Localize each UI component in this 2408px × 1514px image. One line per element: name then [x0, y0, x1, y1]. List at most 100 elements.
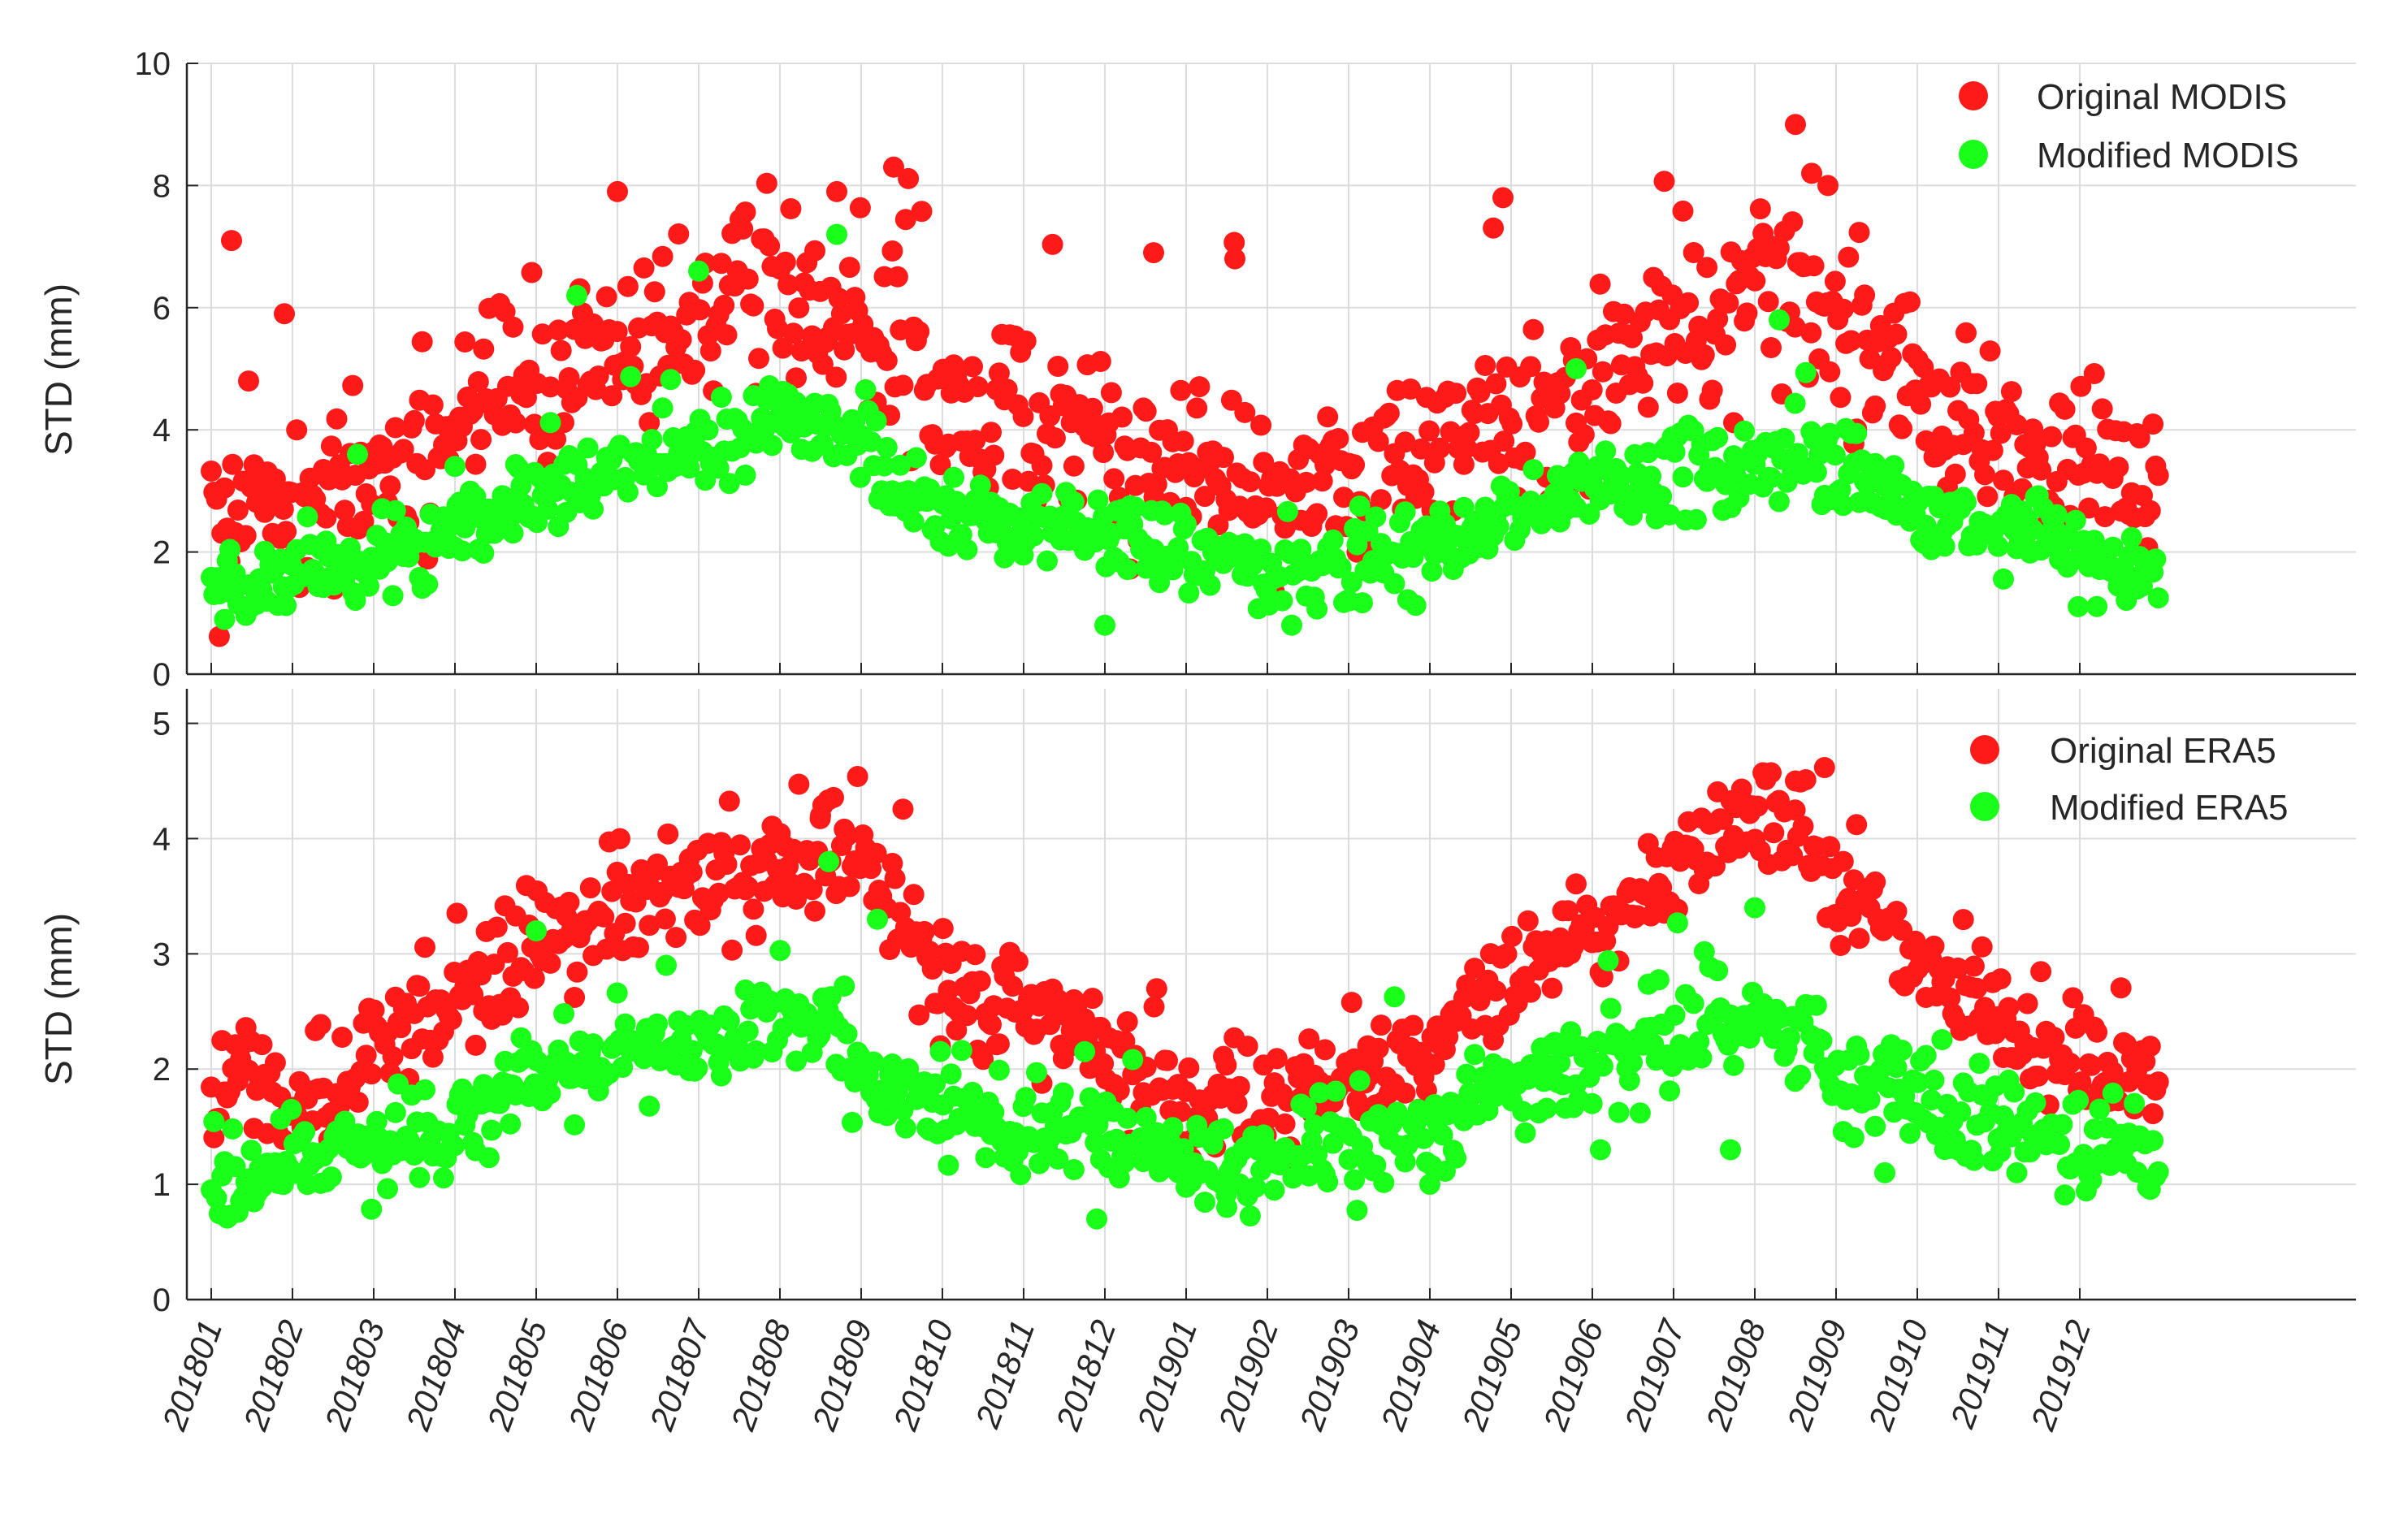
point-modified-modis [1276, 500, 1298, 522]
point-modified-modis [1805, 461, 1827, 483]
point-modified-modis [708, 457, 730, 479]
point-original-era5 [566, 961, 588, 983]
legend-marker-modified-era5 [1970, 792, 1999, 821]
point-original-modis [2139, 500, 2161, 521]
point-modified-modis [1178, 582, 1200, 604]
point-original-era5 [539, 952, 561, 974]
point-original-modis [1886, 323, 1908, 345]
point-modified-era5 [867, 908, 888, 930]
point-original-era5 [355, 1045, 377, 1066]
point-modified-era5 [1648, 969, 1670, 991]
point-modified-era5 [1891, 1040, 1913, 1061]
point-modified-era5 [1025, 1062, 1047, 1084]
point-original-modis [732, 218, 754, 240]
point-original-modis [830, 303, 852, 325]
point-modified-era5 [2147, 1161, 2169, 1183]
point-original-era5 [1990, 968, 2012, 990]
point-original-era5 [2081, 1054, 2103, 1076]
point-original-modis [353, 510, 375, 532]
point-original-era5 [1520, 981, 1542, 1003]
point-original-modis [1696, 257, 1718, 279]
point-original-modis [315, 507, 337, 529]
point-original-era5 [1557, 900, 1579, 922]
point-modified-era5 [1122, 1049, 1144, 1071]
x-tick-label: 201908 [1698, 1314, 1774, 1435]
point-modified-modis [617, 481, 639, 503]
point-modified-era5 [1859, 1088, 1881, 1110]
point-modified-modis [1784, 392, 1806, 414]
point-modified-era5 [656, 954, 677, 976]
point-original-modis [1445, 383, 1467, 404]
point-original-modis [1782, 211, 1804, 233]
point-original-era5 [836, 825, 858, 847]
point-original-era5 [1704, 855, 1726, 877]
point-original-modis [911, 201, 933, 223]
point-original-modis [1800, 322, 1822, 344]
point-modified-modis [1993, 568, 2014, 590]
point-modified-era5 [1618, 1070, 1640, 1092]
point-original-modis [1819, 361, 1841, 383]
point-original-modis [1824, 270, 1846, 292]
point-original-modis [1749, 198, 1771, 220]
point-original-modis [1963, 422, 1985, 443]
point-original-modis [1378, 402, 1400, 424]
point-modified-era5 [1811, 1030, 1833, 1052]
point-original-modis [1170, 379, 1192, 401]
point-original-modis [1044, 427, 1066, 449]
point-original-era5 [730, 834, 751, 856]
point-original-era5 [1947, 957, 1969, 979]
point-original-modis [1488, 452, 1509, 474]
point-modified-modis [855, 378, 877, 400]
point-original-era5 [363, 999, 385, 1021]
point-original-modis [1429, 437, 1451, 459]
point-original-modis [587, 366, 609, 387]
point-original-modis [1234, 401, 1256, 423]
point-modified-modis [1768, 491, 1790, 513]
point-original-era5 [921, 958, 943, 980]
point-original-modis [1573, 424, 1595, 446]
point-modified-modis [1037, 550, 1058, 572]
point-original-modis [1613, 303, 1635, 325]
point-modified-era5 [975, 1147, 997, 1169]
point-modified-modis [1664, 441, 1686, 463]
point-modified-era5 [1194, 1192, 1215, 1213]
point-original-modis [422, 394, 444, 416]
point-original-era5 [1785, 770, 1806, 792]
x-tick-label: 201906 [1535, 1314, 1611, 1435]
point-modified-era5 [240, 1140, 262, 1161]
point-original-era5 [1761, 762, 1782, 784]
point-original-era5 [361, 1063, 383, 1085]
point-modified-era5 [1993, 1105, 2014, 1127]
point-original-modis [465, 453, 487, 475]
point-original-modis [221, 230, 242, 252]
x-tick-label: 201802 [236, 1315, 310, 1436]
point-modified-era5 [444, 1135, 466, 1157]
point-original-modis [898, 167, 920, 189]
point-original-modis [643, 281, 665, 303]
point-modified-era5 [876, 1105, 898, 1127]
point-original-modis [1213, 447, 1234, 469]
point-original-era5 [523, 967, 545, 989]
point-original-era5 [2142, 1103, 2164, 1125]
x-tick-label: 201807 [642, 1313, 717, 1435]
point-original-modis [668, 223, 690, 244]
point-original-modis [2006, 414, 2028, 435]
point-original-modis [1501, 413, 1523, 435]
point-modified-era5 [2049, 1134, 2071, 1155]
point-modified-era5 [1047, 1148, 1069, 1170]
point-original-era5 [414, 937, 435, 958]
point-original-modis [1974, 464, 1995, 486]
point-original-modis [1899, 291, 1921, 313]
y-tick-label: 5 [153, 707, 171, 742]
point-original-era5 [1157, 1049, 1178, 1071]
point-original-modis [1838, 246, 1860, 268]
point-original-era5 [492, 1004, 513, 1026]
point-modified-modis [1774, 427, 1795, 449]
point-original-era5 [716, 854, 738, 876]
point-modified-era5 [539, 1083, 561, 1105]
point-modified-era5 [489, 1092, 511, 1114]
point-original-era5 [382, 1046, 404, 1067]
point-modified-era5 [384, 1101, 406, 1123]
point-modified-era5 [1629, 1102, 1651, 1124]
